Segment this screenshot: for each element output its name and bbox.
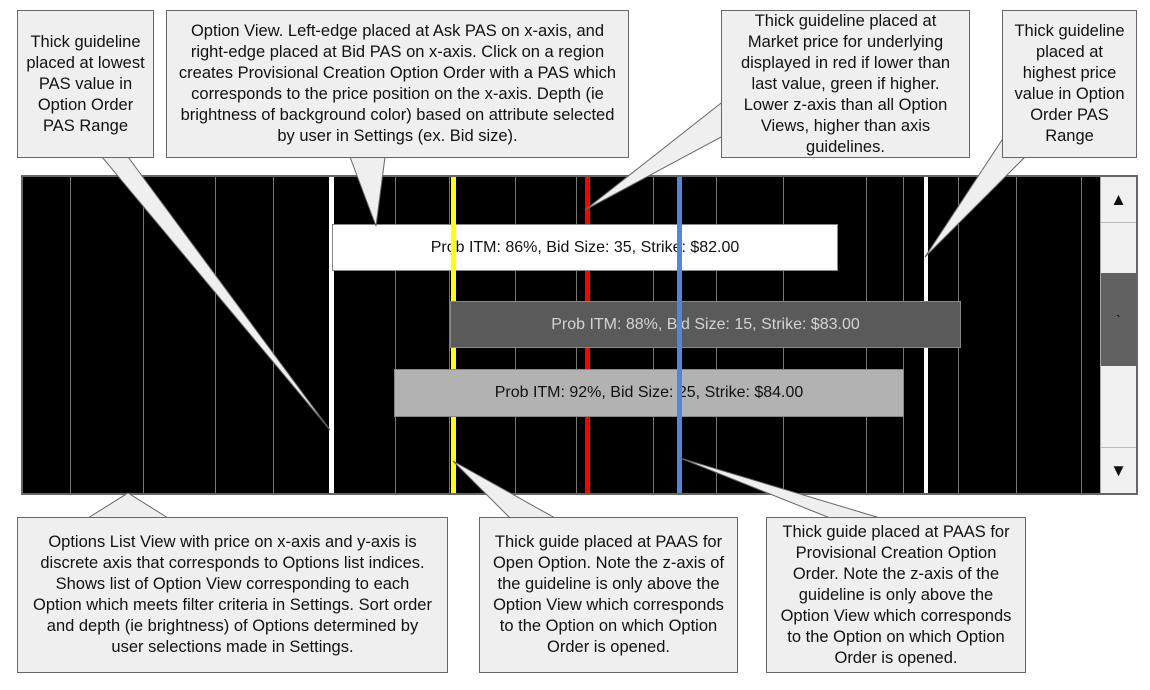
axis-guideline	[449, 177, 450, 493]
callout-lowest-pas: Thick guideline placed at lowest PAS val…	[17, 10, 154, 158]
scroll-down-button[interactable]: ▼	[1101, 447, 1136, 493]
option-view-strike-82[interactable]: Prob ITM: 86%, Bid Size: 35, Strike: $82…	[332, 224, 838, 271]
axis-guideline	[1016, 177, 1017, 493]
axis-guideline	[70, 177, 71, 493]
axis-guideline	[395, 177, 396, 493]
axis-guideline	[1081, 177, 1082, 493]
option-view-label: Prob ITM: 88%, Bid Size: 15, Strike: $83…	[551, 315, 860, 333]
paas-provisional-guideline	[677, 177, 682, 493]
thumb-mark: `	[1116, 311, 1121, 328]
scrollbar-thumb[interactable]: `	[1101, 273, 1136, 366]
pointer-lowest-pas	[100, 156, 331, 431]
callout-market-price: Thick guideline placed at Market price f…	[721, 10, 970, 158]
scroll-up-button[interactable]: ▲	[1101, 177, 1136, 223]
axis-guideline	[273, 177, 274, 493]
callout-paas-provisional: Thick guide placed at PAAS for Provision…	[766, 517, 1026, 673]
axis-guideline	[143, 177, 144, 493]
pointer-list-view	[86, 492, 170, 519]
pointer-option-view	[349, 156, 386, 227]
lowest-pas-guideline	[329, 177, 334, 493]
callout-paas-open: Thick guide placed at PAAS for Open Opti…	[479, 517, 738, 673]
callout-highest-price: Thick guideline placed at highest price …	[1002, 10, 1137, 158]
callout-list-view: Options List View with price on x-axis a…	[17, 517, 448, 673]
callout-option-view: Option View. Left-edge placed at Ask PAS…	[166, 10, 629, 158]
pointer-paas-open	[452, 460, 557, 519]
option-view-label: Prob ITM: 92%, Bid Size: 25, Strike: $84…	[494, 384, 804, 401]
triangle-down-icon: ▼	[1110, 460, 1127, 480]
triangle-up-icon: ▲	[1110, 189, 1127, 209]
option-view-label: Prob ITM: 86%, Bid Size: 35, Strike: $82…	[430, 238, 740, 256]
option-view-strike-83[interactable]: Prob ITM: 88%, Bid Size: 15, Strike: $83…	[450, 301, 961, 348]
pointer-paas-provisional	[679, 457, 881, 519]
option-view-strike-84[interactable]: Prob ITM: 92%, Bid Size: 25, Strike: $84…	[394, 369, 904, 417]
axis-guideline	[215, 177, 216, 493]
vertical-scrollbar[interactable]: ▲ ` ▼	[1100, 177, 1136, 493]
